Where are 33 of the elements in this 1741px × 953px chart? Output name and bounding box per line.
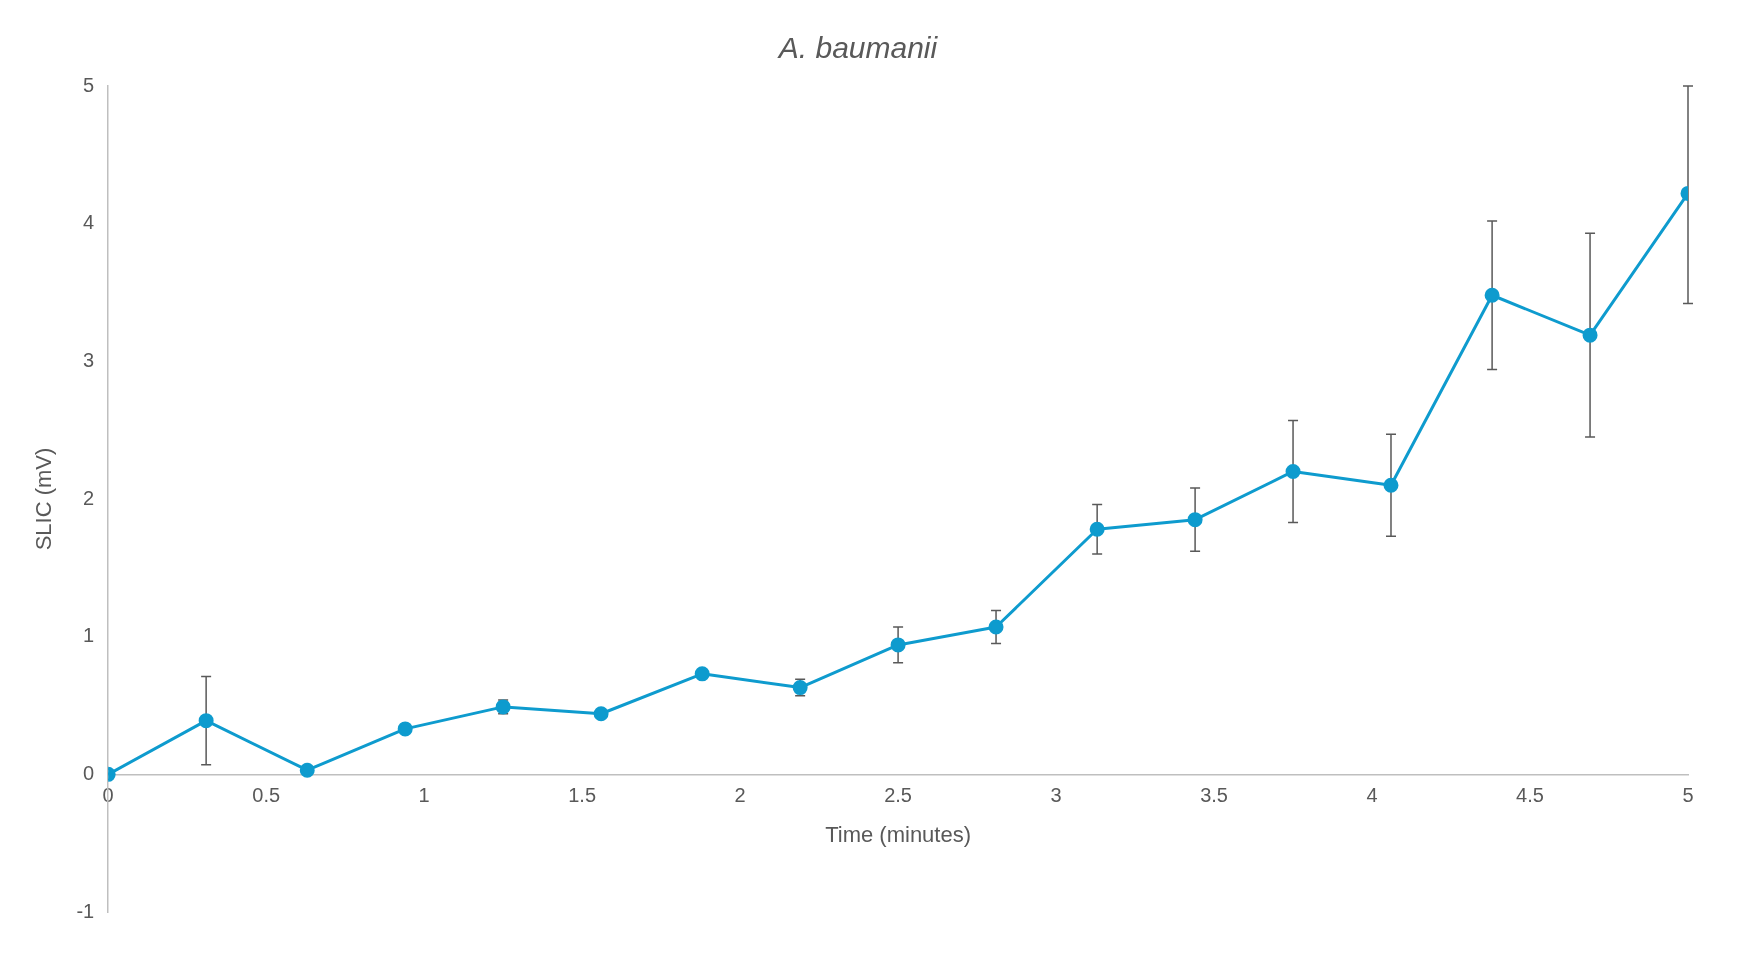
y-axis-title: SLIC (mV) — [31, 447, 57, 551]
y-tick-label: 3 — [83, 348, 95, 371]
point — [198, 713, 214, 729]
point — [1285, 463, 1301, 479]
y-tick-label: 4 — [83, 211, 95, 234]
y-tick-label: 1 — [83, 624, 95, 647]
point — [1484, 287, 1500, 303]
x-tick-label: 4 — [1366, 783, 1378, 806]
x-tick-label: 0.5 — [252, 783, 281, 806]
x-tick-label: 3.5 — [1200, 783, 1228, 806]
point — [1187, 512, 1203, 528]
y-tick-label: 2 — [83, 486, 95, 509]
x-tick-label: 2.5 — [884, 783, 912, 806]
y-tick-label: -1 — [76, 899, 95, 922]
x-tick-label: 2 — [734, 783, 746, 806]
y-tick-label: 0 — [83, 761, 95, 784]
y-tick-label: 5 — [83, 73, 95, 96]
x-tick-label: 1 — [418, 783, 430, 806]
point — [299, 762, 315, 778]
x-tick-label: 1.5 — [568, 783, 597, 806]
x-tick-label: 3 — [1050, 783, 1062, 806]
x-axis-title: Time (minutes) — [825, 821, 972, 847]
point — [1582, 327, 1598, 343]
chart-title: A. baumanii — [776, 31, 939, 65]
point — [988, 619, 1004, 635]
point — [593, 706, 609, 722]
x-tick-label: 4.5 — [1516, 783, 1544, 806]
point — [1089, 521, 1105, 537]
point — [397, 721, 413, 737]
x-tick-label: 5 — [1682, 783, 1694, 806]
point — [890, 637, 906, 653]
point — [1383, 477, 1399, 493]
point — [694, 666, 710, 682]
